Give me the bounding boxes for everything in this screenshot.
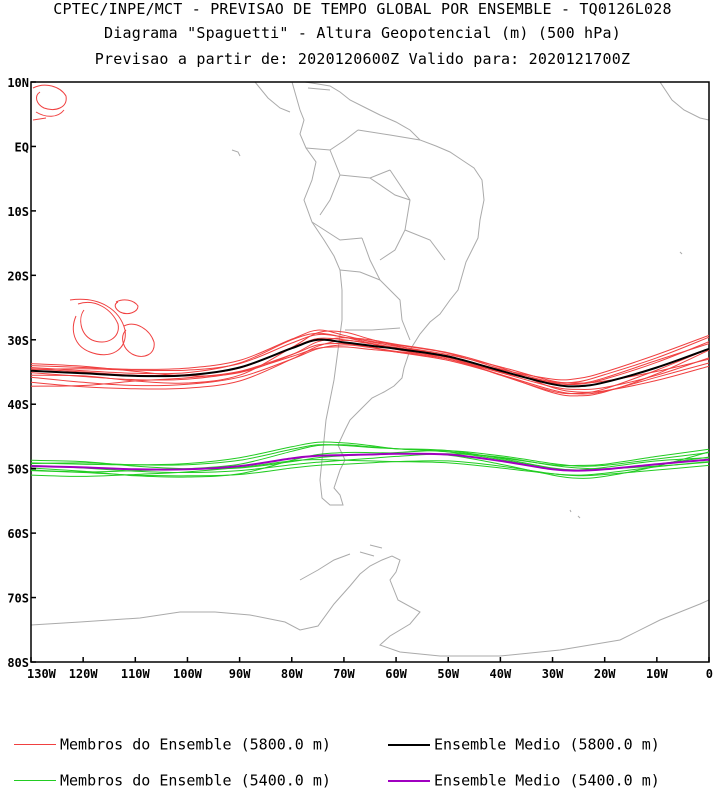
members-5800-layer [31,329,709,397]
legend-label-mean-5800: Ensemble Medio (5800.0 m) [434,735,660,754]
lon-label-70W: 70W [333,667,355,681]
members-5800-loops [32,84,155,357]
lon-label-60W: 60W [385,667,407,681]
legend-item-mean-5400: Ensemble Medio (5400.0 m) [388,771,660,791]
longitude-labels: 130W 120W 110W 100W 90W 80W 70W 60W 50W 40W 30W 20W… [27,667,713,681]
chart-title-line-3: Previsao a partir de: 2020120600Z Valido… [94,50,631,68]
lat-label-10N: 10N [7,76,29,90]
member-5800-line-7 [31,334,709,387]
latitude-labels: 10N EQ 10S 20S 30S 40S 50S 60S 70S 80S [7,76,29,670]
lon-label-120W: 120W [69,667,99,681]
lon-label-30W: 30W [542,667,564,681]
chart-title-line-2: Diagrama "Spaguetti" - Altura Geopotenci… [104,24,621,42]
lon-label-50W: 50W [437,667,459,681]
legend-swatch-mean-5800 [388,743,430,746]
legend-item-members-5400: Membros do Ensemble (5400.0 m) [14,771,331,791]
legend-swatch-mean-5400 [388,779,430,782]
lon-label-110W: 110W [121,667,151,681]
member-5800-line-4 [31,344,709,395]
lat-label-70S: 70S [7,592,29,606]
legend-swatch-members-5400 [14,780,56,781]
antarctic-peninsula [299,544,383,581]
antarctica-coast [31,555,709,657]
member-5800-loop-pacific-2 [77,302,119,343]
lat-label-40S: 40S [7,398,29,412]
axis-ticks [30,81,710,663]
coastline-layer [31,82,709,657]
lon-label-100W: 100W [173,667,203,681]
lat-label-50S: 50S [7,463,29,477]
legend-item-mean-5800: Ensemble Medio (5800.0 m) [388,735,660,755]
lon-label-80W: 80W [281,667,303,681]
lon-label-40W: 40W [490,667,512,681]
lon-label-20W: 20W [594,667,616,681]
member-5800-line-6 [31,333,709,385]
member-5800-line-2 [31,346,709,390]
member-5400-line-5 [31,451,709,479]
lat-label-10S: 10S [7,205,29,219]
country-borders [305,129,446,341]
mean-5400-layer [31,452,709,472]
lon-label-130W: 130W [27,667,57,681]
member-5400-line-2 [31,460,709,477]
lon-label-90W: 90W [229,667,251,681]
members-5400-layer [31,441,709,479]
lon-label-0: 0 [706,667,713,681]
member-5800-loop-pacific-3 [114,299,139,315]
member-5400-line-8 [31,453,709,474]
member-5800-loop-pacific-4 [122,323,155,357]
legend-label-members-5400: Membros do Ensemble (5400.0 m) [60,771,331,790]
legend-label-members-5800: Membros do Ensemble (5800.0 m) [60,735,331,754]
lat-label-EQ: EQ [15,140,29,154]
member-5800-line-9 [31,330,709,395]
member-5800-loop-pacific-1 [69,298,126,356]
lat-label-60S: 60S [7,527,29,541]
member-5800-loop-tropics [32,84,67,121]
legend-swatch-members-5800 [14,744,56,745]
lat-label-30S: 30S [7,334,29,348]
chart-title-line-1: CPTEC/INPE/MCT - PREVISAO DE TEMPO GLOBA… [53,0,672,18]
mean-5800-layer [31,338,709,388]
legend-label-mean-5400: Ensemble Medio (5400.0 m) [434,771,660,790]
member-5800-line-1 [31,332,709,386]
member-5400-line-3 [31,441,709,467]
south-america-coast [291,82,485,506]
lat-label-80S: 80S [7,656,29,670]
lat-label-20S: 20S [7,269,29,283]
mean-5800-line [31,338,709,388]
central-america-coast [254,82,709,121]
legend-item-members-5800: Membros do Ensemble (5800.0 m) [14,735,331,755]
member-5400-line-6 [31,450,709,470]
mean-5400-line [31,452,709,472]
islands [231,149,683,519]
plot-frame [30,81,710,663]
lon-label-10W: 10W [646,667,668,681]
